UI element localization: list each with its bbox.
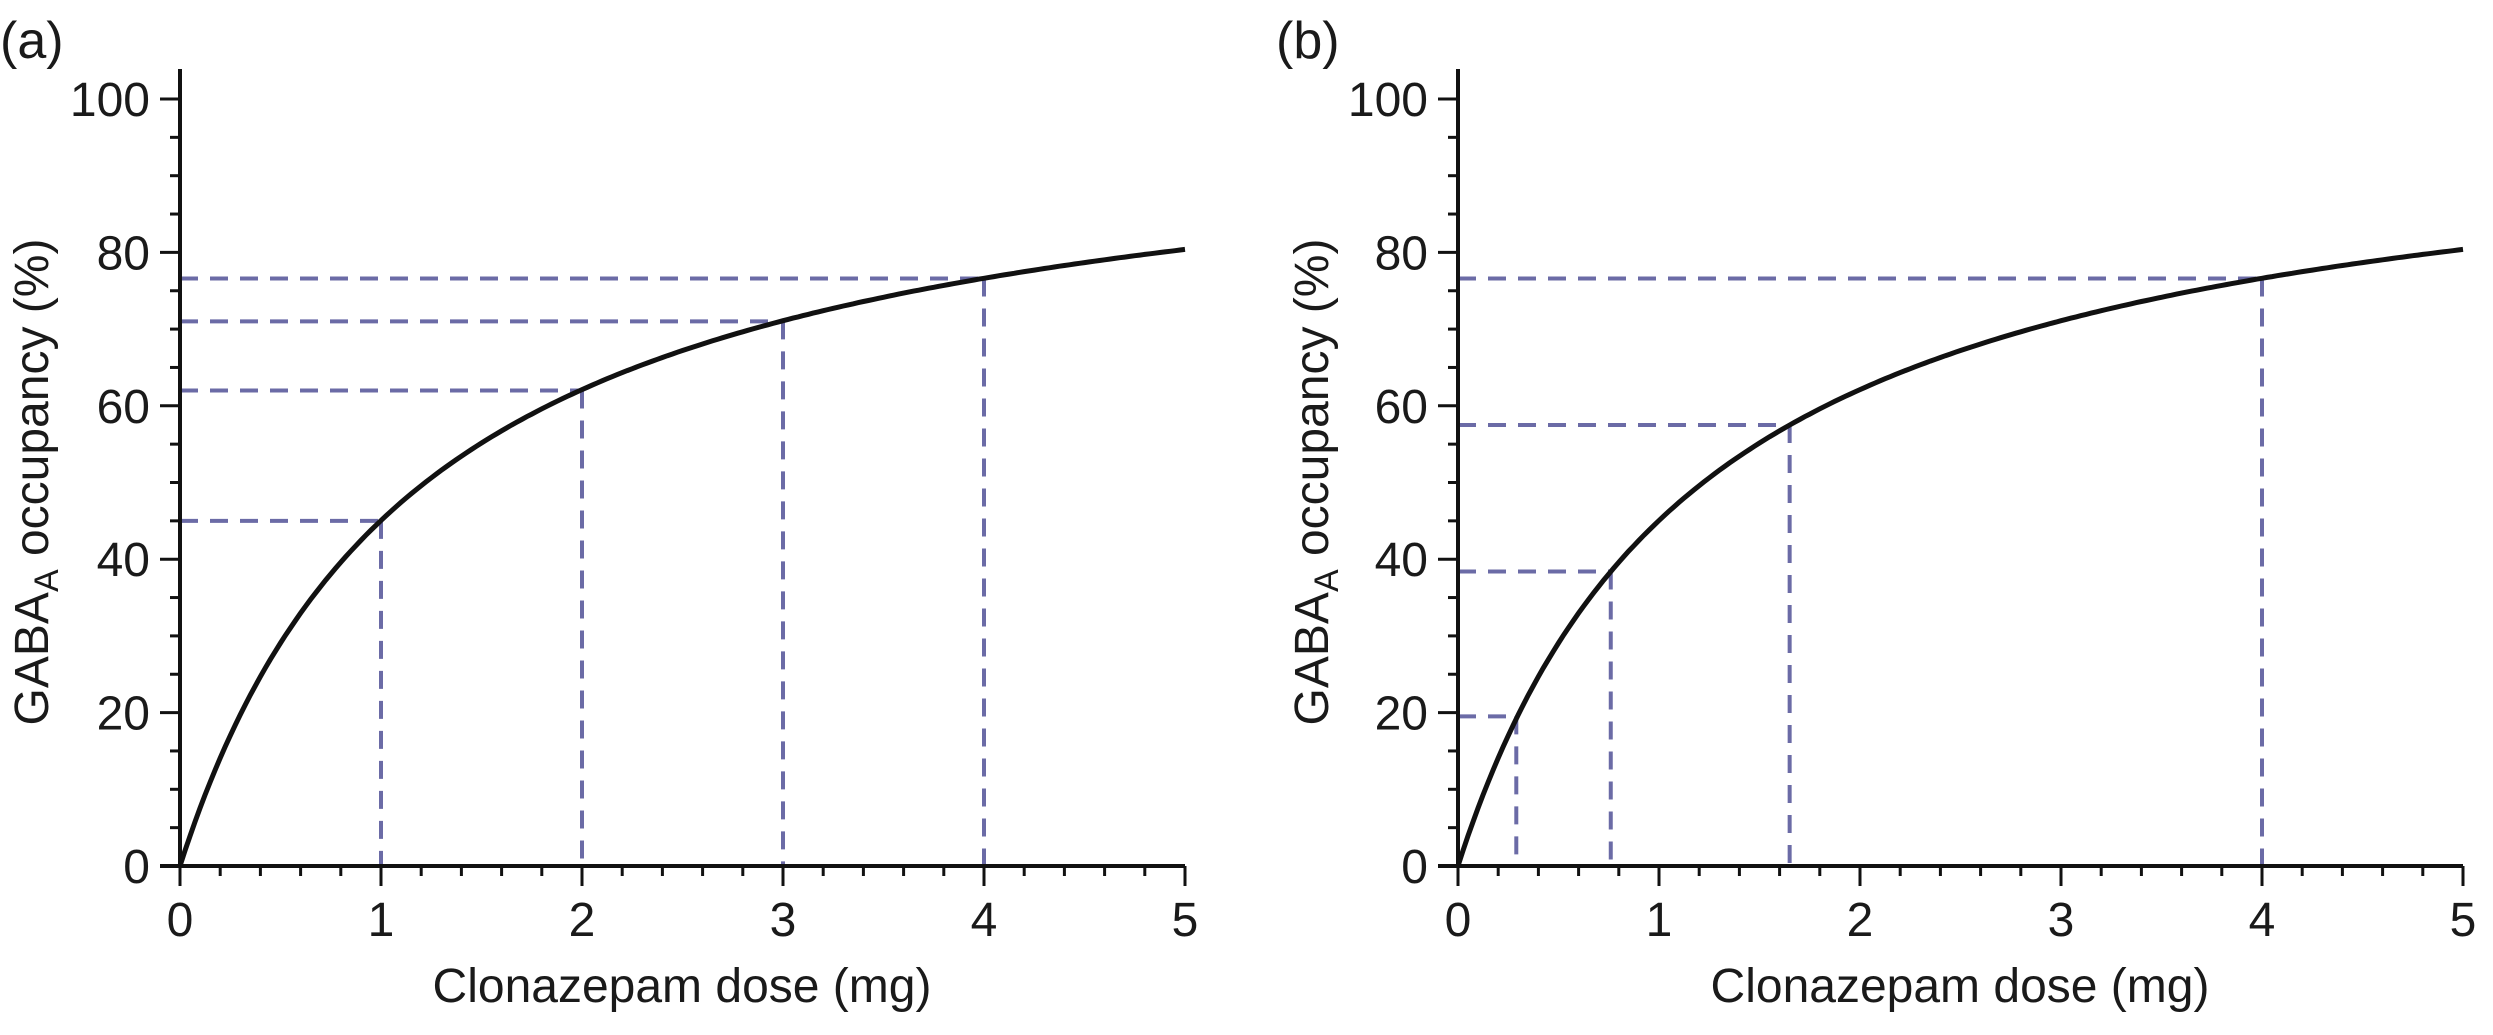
- x-tick-label: 2: [569, 894, 596, 947]
- x-tick-label: 1: [368, 894, 395, 947]
- occupancy-curve: [1455, 246, 2464, 867]
- panel-b: (b) Clonazepam dose (mg) GABAA occupancy…: [1276, 12, 2476, 1013]
- y-axis-label-main: GABA: [6, 592, 59, 725]
- y-tick-label: 40: [97, 534, 150, 587]
- y-tick-label: 80: [97, 227, 150, 280]
- x-tick-label: 4: [971, 894, 998, 947]
- y-tick-label: 0: [1401, 841, 1428, 894]
- panel-label: (b): [1276, 12, 1340, 70]
- y-axis-label-rest: occupancy (%): [1286, 239, 1339, 570]
- x-tick-label: 5: [2450, 894, 2477, 947]
- x-tick-label: 3: [2048, 894, 2075, 947]
- x-tick-label: 2: [1847, 894, 1874, 947]
- reference-lines: [180, 276, 986, 866]
- y-axis-label: GABAA occupancy (%): [1286, 239, 1346, 726]
- y-tick-label: 20: [1375, 688, 1428, 741]
- y-axis-label-subscript: A: [1308, 569, 1346, 592]
- y-tick-label: 100: [1348, 74, 1428, 127]
- x-tick-label: 0: [1445, 894, 1472, 947]
- reference-lines: [1458, 276, 2264, 866]
- x-axis-label: Clonazepam dose (mg): [433, 960, 932, 1013]
- y-tick-label: 0: [123, 841, 150, 894]
- y-axis-label-main: GABA: [1286, 592, 1339, 725]
- y-tick-label: 20: [97, 688, 150, 741]
- y-tick-label: 60: [1375, 381, 1428, 434]
- panel-label: (a): [0, 12, 64, 70]
- x-tick-label: 3: [770, 894, 797, 947]
- x-tick-label: 1: [1646, 894, 1673, 947]
- x-tick-label: 4: [2249, 894, 2276, 947]
- x-tick-label: 5: [1172, 894, 1199, 947]
- y-tick-label: 60: [97, 381, 150, 434]
- panel-a: (a) Clonazepam dose (mg) GABAA occupancy…: [0, 12, 1198, 1013]
- y-tick-label: 80: [1375, 227, 1428, 280]
- x-tick-label: 0: [167, 894, 194, 947]
- y-axis-label-subscript: A: [28, 569, 66, 592]
- x-axis-label: Clonazepam dose (mg): [1711, 960, 2210, 1013]
- y-tick-label: 100: [70, 74, 150, 127]
- y-axis-label: GABAA occupancy (%): [6, 239, 66, 726]
- occupancy-curve: [177, 246, 1186, 867]
- y-tick-label: 40: [1375, 534, 1428, 587]
- y-axis-label-rest: occupancy (%): [6, 239, 59, 570]
